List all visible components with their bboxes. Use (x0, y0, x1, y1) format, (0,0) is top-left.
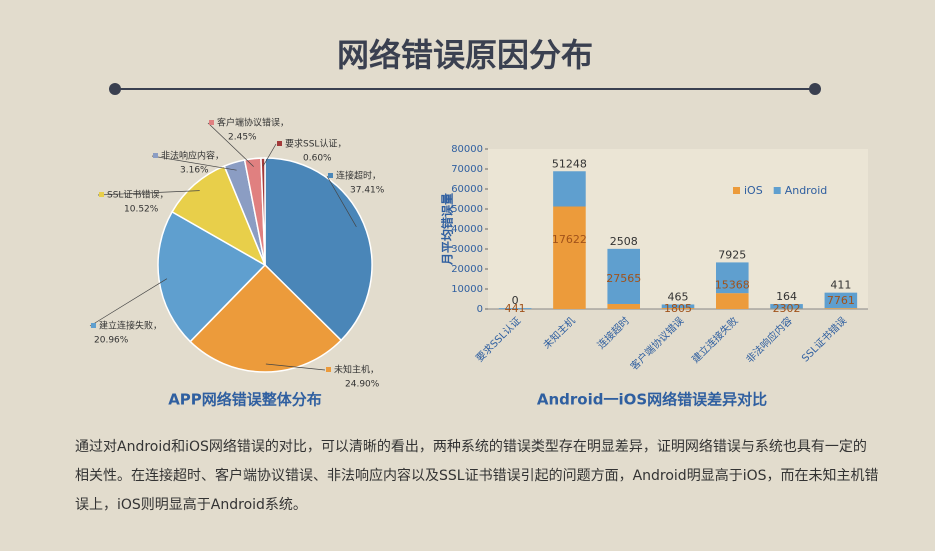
label-marker (153, 153, 158, 158)
bar-segment (716, 262, 749, 294)
bar-segment (553, 206, 586, 309)
y-tick-label: 40000 (451, 224, 483, 235)
slice-value: 3.16% (180, 166, 209, 176)
pie-slice (189, 263, 343, 373)
bar-segment (824, 308, 858, 309)
slice-value: 2.45% (228, 133, 257, 143)
value-label: 7761 (827, 294, 855, 307)
x-tick-label: 非法响应内容 (743, 314, 795, 366)
bar-segment (553, 171, 586, 207)
leader-line (265, 363, 326, 371)
y-tick-label: 70000 (451, 164, 483, 175)
description: 通过对Android和iOS网络错误的对比，可以清晰的看出，两种系统的错误类型存… (75, 439, 879, 513)
value-label: 0 (512, 294, 519, 307)
label-marker (99, 192, 104, 197)
y-tick-label: 10000 (451, 284, 483, 295)
legend-swatch (773, 187, 781, 194)
slice-label: SSL证书错误， (107, 189, 168, 201)
y-tick-label: 50000 (451, 204, 483, 215)
slice-value: 37.41% (350, 186, 385, 196)
pie-slice (157, 210, 267, 343)
slice-label: 建立连接失败， (99, 320, 162, 332)
value-label: 2302 (773, 302, 801, 315)
label-marker (209, 120, 214, 125)
value-label: 441 (505, 302, 526, 315)
value-label: 51248 (552, 157, 587, 170)
slice-label: 非法响应内容， (161, 150, 224, 162)
value-label: 164 (776, 290, 797, 303)
leader-line (151, 155, 237, 171)
slice-label: 未知主机， (334, 364, 379, 376)
x-tick-label: 建立连接失败 (689, 314, 741, 366)
label-marker (91, 323, 96, 328)
slice-label: 客户端协议错误， (217, 117, 289, 129)
slice-label: 连接超时， (336, 170, 381, 182)
value-label: 27565 (606, 272, 641, 285)
y-tick-label: 30000 (451, 244, 483, 255)
page-title: 网络错误原因分布 (337, 36, 593, 74)
x-tick-label: 客户端协议错误 (628, 314, 687, 373)
bar-segment (661, 308, 695, 309)
legend-swatch (733, 187, 740, 194)
value-label: 17622 (552, 233, 587, 246)
bar-segment (770, 304, 803, 309)
bar-segment (824, 292, 858, 309)
leader-line (326, 175, 357, 228)
pie-slice (260, 157, 266, 266)
value-label: 7925 (718, 248, 746, 261)
slice-value: 0.60% (303, 154, 332, 164)
slice-value: 24.90% (345, 380, 380, 390)
leader-line (262, 143, 277, 167)
y-axis-title: 月平均错误量 (440, 193, 455, 266)
value-label: 1805 (664, 302, 692, 315)
bar-segment (607, 248, 640, 304)
legend-label: iOS (744, 184, 763, 197)
pie-title: APP网络错误整体分布 (168, 391, 322, 409)
bar-segment (661, 304, 695, 309)
rule-end (109, 83, 121, 95)
bar-segment (498, 308, 532, 309)
value-label: 465 (668, 290, 689, 303)
bar-title: Android一iOS网络错误差异对比 (537, 391, 767, 409)
value-label: 411 (830, 279, 851, 292)
x-tick-label: SSL证书错误 (799, 314, 849, 364)
x-tick-label: 连接超时 (594, 314, 631, 351)
x-tick-label: 未知主机 (540, 314, 577, 351)
value-label: 15368 (715, 279, 750, 292)
slice-label: 要求SSL认证， (285, 138, 346, 150)
plot-area (488, 149, 868, 309)
rule-end (809, 83, 821, 95)
legend-label: Android (785, 184, 828, 197)
slice-value: 10.52% (124, 205, 159, 215)
bar-segment (607, 303, 640, 309)
leader-line (207, 122, 254, 167)
y-tick-label: 80000 (451, 144, 483, 155)
label-marker (277, 141, 282, 146)
value-label: 2508 (610, 235, 638, 248)
leader-line (89, 278, 168, 327)
y-tick-label: 20000 (451, 264, 483, 275)
x-tick-label: 要求SSL认证 (473, 314, 523, 364)
label-marker (326, 367, 331, 372)
label-marker (328, 173, 333, 178)
pie-slice (264, 157, 373, 342)
slice-value: 20.96% (94, 336, 129, 346)
y-tick-label: 60000 (451, 184, 483, 195)
y-tick-label: 0 (477, 304, 483, 315)
bar-segment (716, 293, 749, 309)
leader-line (97, 190, 200, 196)
